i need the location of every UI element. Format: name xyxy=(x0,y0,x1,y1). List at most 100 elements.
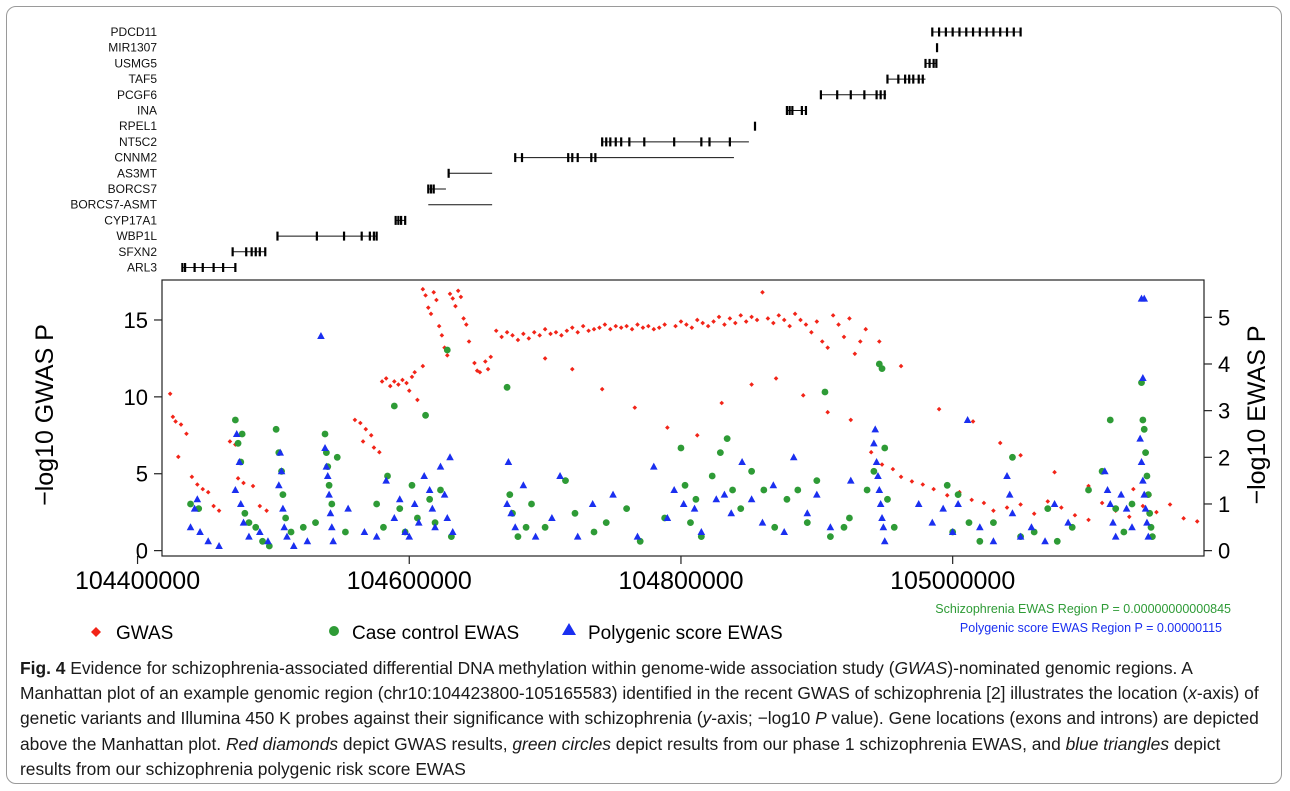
gwas-point xyxy=(461,316,466,321)
polygenic-point xyxy=(989,537,998,545)
case-control-point xyxy=(687,519,694,527)
gwas-point xyxy=(436,323,442,329)
gene-exon xyxy=(254,247,257,257)
gene-exon xyxy=(928,58,931,68)
gwas-point xyxy=(173,419,178,424)
gene-exon xyxy=(432,184,435,194)
gene-exon xyxy=(447,168,450,178)
polygenic-point xyxy=(277,467,286,475)
x-tick-label: 105000000 xyxy=(890,567,1015,595)
caption-text: -axis; −log10 xyxy=(711,708,816,729)
figure-frame xyxy=(6,6,1282,784)
gwas-point xyxy=(969,497,974,503)
polygenic-point xyxy=(326,509,335,517)
gwas-point xyxy=(542,356,548,361)
gwas-point xyxy=(711,319,716,324)
polygenic-point xyxy=(440,490,449,498)
gwas-point xyxy=(825,409,830,415)
gwas-point xyxy=(379,379,385,384)
gwas-point xyxy=(184,431,189,437)
gwas-point xyxy=(178,422,184,427)
caption-text: )-nominated genomic regions. A Manhattan… xyxy=(20,658,1192,704)
polygenic-point xyxy=(276,448,284,456)
case-control-point xyxy=(954,491,962,499)
gwas-point xyxy=(733,320,738,326)
polygenic-point xyxy=(325,490,333,498)
gene-exon xyxy=(924,58,927,68)
gwas-point xyxy=(493,328,499,334)
gwas-point xyxy=(425,305,431,310)
gwas-point xyxy=(564,328,570,334)
gwas-point xyxy=(167,391,173,397)
gwas-point xyxy=(531,329,537,335)
gene-exon xyxy=(917,74,920,84)
gene-exon xyxy=(222,263,225,272)
gene-exon xyxy=(985,27,988,37)
polygenic-point xyxy=(556,471,564,479)
case-control-point xyxy=(380,523,387,531)
polygenic-point xyxy=(679,499,688,507)
polygenic-point xyxy=(446,453,454,461)
case-control-point xyxy=(414,514,421,522)
gene-exon xyxy=(567,153,570,163)
case-control-point xyxy=(282,514,290,522)
polygenic-point xyxy=(633,532,642,540)
gwas-point xyxy=(1194,519,1200,524)
gene-exon xyxy=(193,263,196,272)
case-control-point xyxy=(443,346,451,354)
gene-exon xyxy=(394,215,397,225)
gene-exon xyxy=(836,90,839,100)
gene-exon xyxy=(908,74,911,84)
polygenic-point xyxy=(1137,457,1146,465)
gwas-point xyxy=(792,311,798,317)
polygenic-point xyxy=(511,523,520,531)
legend-marker-gwas xyxy=(91,627,101,637)
y-right-tick-label: 5 xyxy=(1218,305,1230,330)
polygenic-point xyxy=(720,490,729,498)
polygenic-point xyxy=(573,532,582,540)
gene-label: CYP17A1 xyxy=(104,213,157,227)
gwas-point xyxy=(931,486,936,492)
case-control-point xyxy=(272,425,280,433)
gwas-point xyxy=(404,380,409,386)
y-right-tick-label: 1 xyxy=(1218,492,1230,517)
gwas-point xyxy=(458,294,464,300)
gene-label: NT5C2 xyxy=(119,135,157,149)
case-control-point xyxy=(431,519,439,527)
polygenic-point xyxy=(360,527,369,535)
polygenic-region-p: Polygenic score EWAS Region P = 0.000001… xyxy=(960,621,1222,635)
polygenic-point xyxy=(548,513,556,521)
polygenic-point xyxy=(813,490,821,498)
gene-exon xyxy=(863,90,866,100)
polygenic-point xyxy=(328,523,336,531)
gwas-point xyxy=(189,474,195,480)
gwas-point xyxy=(415,397,420,403)
gwas-point xyxy=(673,323,678,329)
gene-exon xyxy=(728,137,731,147)
gwas-point xyxy=(455,288,461,294)
polygenic-point xyxy=(190,504,199,512)
polygenic-point xyxy=(204,537,212,545)
case-control-point xyxy=(312,519,319,527)
polygenic-point xyxy=(239,518,248,526)
gwas-point xyxy=(743,319,749,324)
polygenic-point xyxy=(519,481,528,489)
plot-area-frame xyxy=(161,279,1205,557)
gwas-point xyxy=(250,483,256,489)
gwas-point xyxy=(1018,452,1023,458)
gwas-point xyxy=(787,323,792,329)
legend-marker-polygenic xyxy=(562,623,576,635)
case-control-point xyxy=(187,500,194,508)
polygenic-point xyxy=(1064,518,1072,526)
polygenic-point xyxy=(531,532,540,540)
polygenic-point xyxy=(1103,485,1112,493)
gene-exon xyxy=(819,90,822,100)
gwas-point xyxy=(472,360,477,366)
gene-exon xyxy=(804,106,808,115)
case-control-point xyxy=(231,416,239,424)
gwas-point xyxy=(420,363,426,369)
polygenic-point xyxy=(690,504,699,512)
polygenic-point xyxy=(875,485,884,493)
gene-exon xyxy=(234,263,237,272)
gene-exon xyxy=(514,153,517,163)
